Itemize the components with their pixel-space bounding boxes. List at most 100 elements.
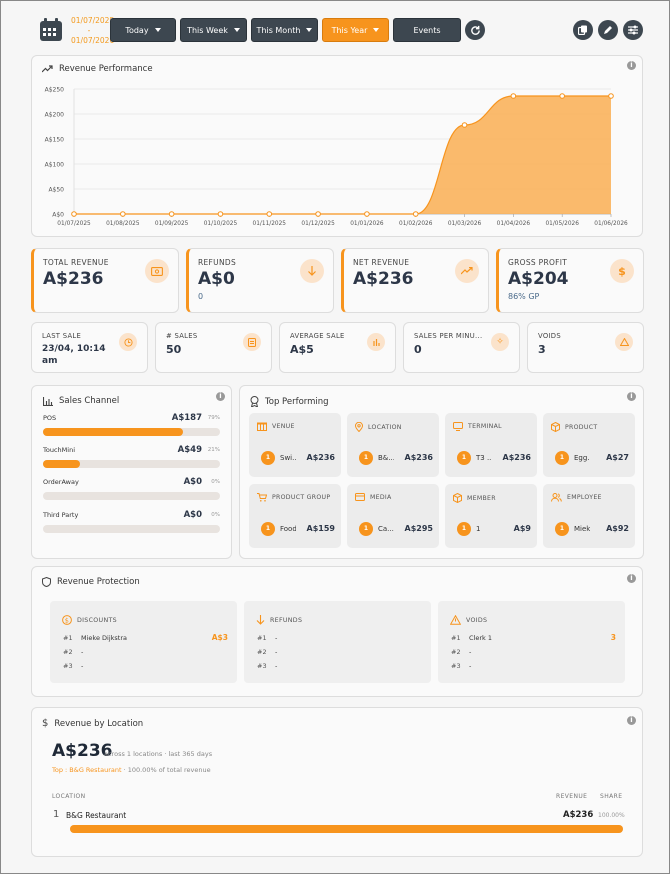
revenue-protection-title-text: Revenue Protection [57, 577, 140, 587]
location-name: B&G Restaurant [66, 811, 127, 820]
date-range[interactable]: 01/07/2025 - 01/07/2026 [71, 16, 115, 46]
refresh-icon [470, 25, 480, 35]
settings-button[interactable] [623, 20, 643, 40]
channel-name: OrderAway [43, 478, 79, 486]
channel-value: A$0 [183, 477, 202, 487]
stat-last-sale: LAST SALE 23/04, 10:14 am [31, 322, 148, 373]
tile-header: PRODUCT GROUP [257, 493, 330, 502]
box-icon [551, 422, 560, 432]
channel-bar [43, 428, 220, 436]
users-icon [551, 493, 562, 502]
edit-button[interactable] [598, 20, 618, 40]
channel-percent: 21% [207, 447, 220, 453]
filter-today-button[interactable]: Today [110, 18, 176, 42]
stat-sales-count: # SALES 50 [155, 322, 272, 373]
calendar-icon[interactable] [39, 18, 65, 44]
x-tick-label: 01/02/2026 [399, 221, 433, 227]
top-performer-tile-product-group[interactable]: PRODUCT GROUP 1 Food A$159 [249, 484, 341, 548]
top-performer-tile-member[interactable]: MEMBER 1 1 A$9 [445, 484, 537, 548]
dollar-icon: $ [42, 718, 49, 729]
voids-label: VOIDS [466, 616, 488, 624]
top-performer-tile-location[interactable]: LOCATION 1 B&... A$236 [347, 413, 439, 477]
discounts-panel: $ DISCOUNTS #1 Mieke Dijkstra A$3 #2- #3- [50, 601, 237, 683]
trending-up-icon [455, 259, 479, 283]
info-icon[interactable]: i [627, 392, 636, 401]
tile-label: PRODUCT GROUP [272, 494, 331, 501]
data-point [315, 211, 321, 217]
tile-value: A$159 [306, 524, 335, 533]
date-to: 01/07/2026 [71, 36, 115, 45]
revenue-performance-chart: A$0 A$50 A$100 A$150 A$200 A$250 01/07/2025 01/… [45, 87, 628, 228]
tile-label: EMPLOYEE [567, 494, 602, 501]
discounts-header: $ DISCOUNTS [62, 615, 117, 625]
top-suffix: · 100.00% of total revenue [121, 766, 211, 774]
tile-header: PRODUCT [551, 422, 597, 432]
info-icon[interactable]: i [216, 392, 225, 401]
copy-button[interactable] [573, 20, 593, 40]
filter-this-week-label: This Week [187, 25, 228, 35]
top-performer-tile-employee[interactable]: EMPLOYEE 1 Miek... A$92 [543, 484, 635, 548]
column-header-location: LOCATION [52, 793, 86, 800]
top-performer-tile-terminal[interactable]: TERMINAL 1 T3 ... A$236 [445, 413, 537, 477]
kpi-label: GROSS PROFIT [508, 258, 568, 267]
channel-bar-fill [43, 460, 81, 468]
filter-events-button[interactable]: Events [393, 18, 461, 42]
top-prefix: Top : [52, 766, 70, 774]
award-icon [250, 396, 259, 407]
refresh-button[interactable] [465, 20, 485, 40]
info-icon[interactable]: i [627, 574, 636, 583]
tile-name: 1 [476, 525, 481, 533]
channel-bar [43, 525, 220, 533]
kpi-net-revenue: NET REVENUE A$236 [341, 248, 489, 313]
stat-value: 3 [538, 343, 546, 356]
cash-icon [145, 259, 169, 283]
tile-header: MEMBER [453, 493, 496, 503]
location-total: A$236 [52, 741, 113, 761]
channel-bar [43, 492, 220, 500]
data-point [510, 93, 517, 99]
chevron-down-icon [306, 28, 313, 32]
x-tick-label: 01/03/2026 [448, 221, 482, 227]
column-header-share: SHARE [600, 793, 623, 800]
chevron-down-icon [373, 28, 380, 32]
top-performer-tile-venue[interactable]: VENUE 1 Swi... A$236 [249, 413, 341, 477]
location-rank: 1 [53, 809, 60, 820]
stat-sales-per-minute: SALES PER MINU... 0 ✧ [403, 322, 520, 373]
filter-this-month-button[interactable]: This Month [251, 18, 318, 42]
stat-value: 50 [166, 343, 182, 356]
y-tick-label: A$0 [52, 212, 64, 219]
kpi-gross-profit: GROSS PROFIT A$204 86% GP $ [496, 248, 644, 313]
kpi-refunds: REFUNDS A$0 0 [186, 248, 334, 313]
refunds-header: REFUNDS [256, 615, 302, 625]
tile-header: EMPLOYEE [551, 493, 602, 502]
top-performer-tile-product[interactable]: PRODUCT 1 Egg... A$27 [543, 413, 635, 477]
filter-today-label: Today [125, 25, 149, 35]
tile-name: Swi... [280, 454, 296, 462]
chevron-down-icon [233, 28, 240, 32]
data-point [412, 211, 419, 217]
info-icon[interactable]: i [627, 716, 636, 725]
map-pin-icon [355, 422, 363, 432]
kpi-total-revenue: TOTAL REVENUE A$236 [31, 248, 179, 313]
y-tick-label: A$50 [48, 187, 64, 194]
kpi-sub: 0 [198, 292, 204, 301]
rank-badge: 1 [457, 522, 471, 536]
channel-percent: 79% [207, 415, 220, 421]
rank-badge: 1 [261, 522, 275, 536]
filter-this-year-button[interactable]: This Year [322, 18, 389, 42]
rank-badge: 1 [359, 522, 373, 536]
tile-value: A$236 [502, 453, 531, 462]
filter-this-week-button[interactable]: This Week [180, 18, 247, 42]
refunds-panel: REFUNDS #1- #2- #3- [244, 601, 431, 683]
data-point [71, 211, 77, 217]
kpi-label: NET REVENUE [353, 258, 410, 267]
tile-label: VENUE [272, 423, 295, 430]
top-performer-tile-media[interactable]: MEDIA 1 Ca... A$295 [347, 484, 439, 548]
arrow-down-icon [300, 259, 324, 283]
warning-icon [450, 615, 461, 625]
tile-header: MEDIA [355, 493, 392, 501]
copy-icon [578, 25, 587, 35]
info-icon[interactable]: i [627, 61, 636, 70]
y-tick-label: A$200 [45, 112, 65, 119]
clock-icon [119, 333, 137, 351]
